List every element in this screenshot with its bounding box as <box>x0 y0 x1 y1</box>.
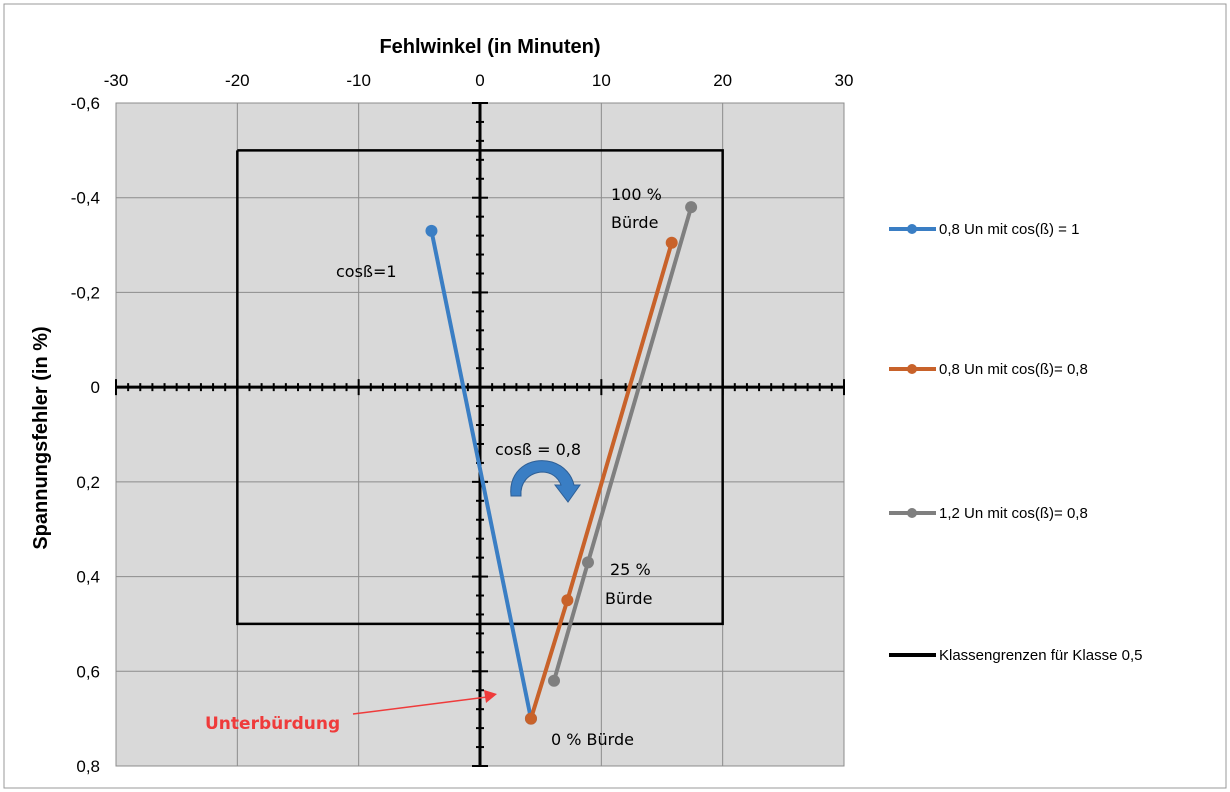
x-tick-label: -20 <box>225 71 250 90</box>
legend-entry-label: Klassengrenzen für Klasse 0,5 <box>939 647 1142 664</box>
y-tick-label: 0,2 <box>76 473 100 492</box>
legend-swatch-marker <box>907 364 917 374</box>
legend-entry-label: 0,8 Un mit cos(ß)= 0,8 <box>939 361 1088 378</box>
x-tick-label: -10 <box>346 71 371 90</box>
y-tick-label: 0,6 <box>76 662 100 681</box>
annotation-underburden: Unterbürdung <box>205 714 340 734</box>
y-tick-label: 0 <box>91 378 100 397</box>
class-limits-box <box>236 149 724 626</box>
annotation-25-percent: 25 % <box>610 560 651 579</box>
data-point <box>524 712 537 725</box>
annotation-cos-08: cosß = 0,8 <box>495 440 581 459</box>
legend: 0,8 Un mit cos(ß) = 1 0,8 Un mit cos(ß)= … <box>889 221 1142 664</box>
data-point <box>561 594 574 607</box>
annotation-100-percent: 100 % <box>611 185 662 204</box>
x-tick-label: 10 <box>592 71 611 90</box>
annotation-25-buerde: Bürde <box>605 589 652 608</box>
series-line-class-limits <box>236 149 724 626</box>
x-tick-label: 20 <box>713 71 732 90</box>
legend-swatch-marker <box>907 224 917 234</box>
underburden-arrow <box>352 690 497 715</box>
data-point <box>548 674 561 687</box>
legend-entry-label: 1,2 Un mit cos(ß)= 0,8 <box>939 505 1088 522</box>
x-tick-label: 30 <box>835 71 854 90</box>
data-point <box>685 201 698 214</box>
y-tick-label: -0,2 <box>71 283 100 302</box>
tick-labels: -30 -20 -10 0 10 20 30 -0,6 -0,4 -0,2 0 0,2 0,4 0,6 0,… <box>71 71 854 776</box>
legend-swatch-marker <box>907 508 917 518</box>
y-tick-label: 0,4 <box>76 568 100 587</box>
data-point <box>581 556 594 569</box>
x-tick-label: 0 <box>475 71 484 90</box>
rotation-arrow-icon <box>510 460 581 503</box>
axes <box>115 102 845 767</box>
data-point <box>425 224 438 237</box>
y-tick-label: 0,8 <box>76 757 100 776</box>
annotation-cos-1: cosß=1 <box>336 262 397 281</box>
x-tick-label: -30 <box>104 71 129 90</box>
series <box>425 201 698 725</box>
y-tick-label: -0,4 <box>71 189 100 208</box>
legend-entry-label: 0,8 Un mit cos(ß) = 1 <box>939 221 1079 238</box>
series-line <box>429 230 533 720</box>
annotation-100-buerde: Bürde <box>611 213 658 232</box>
annotation-0-buerde: 0 % Bürde <box>551 730 634 749</box>
data-point <box>665 236 678 249</box>
y-tick-label: -0,6 <box>71 94 100 113</box>
x-axis-title: Fehlwinkel (in Minuten) <box>379 36 600 58</box>
y-axis-title: Spannungsfehler (in %) <box>30 326 52 549</box>
